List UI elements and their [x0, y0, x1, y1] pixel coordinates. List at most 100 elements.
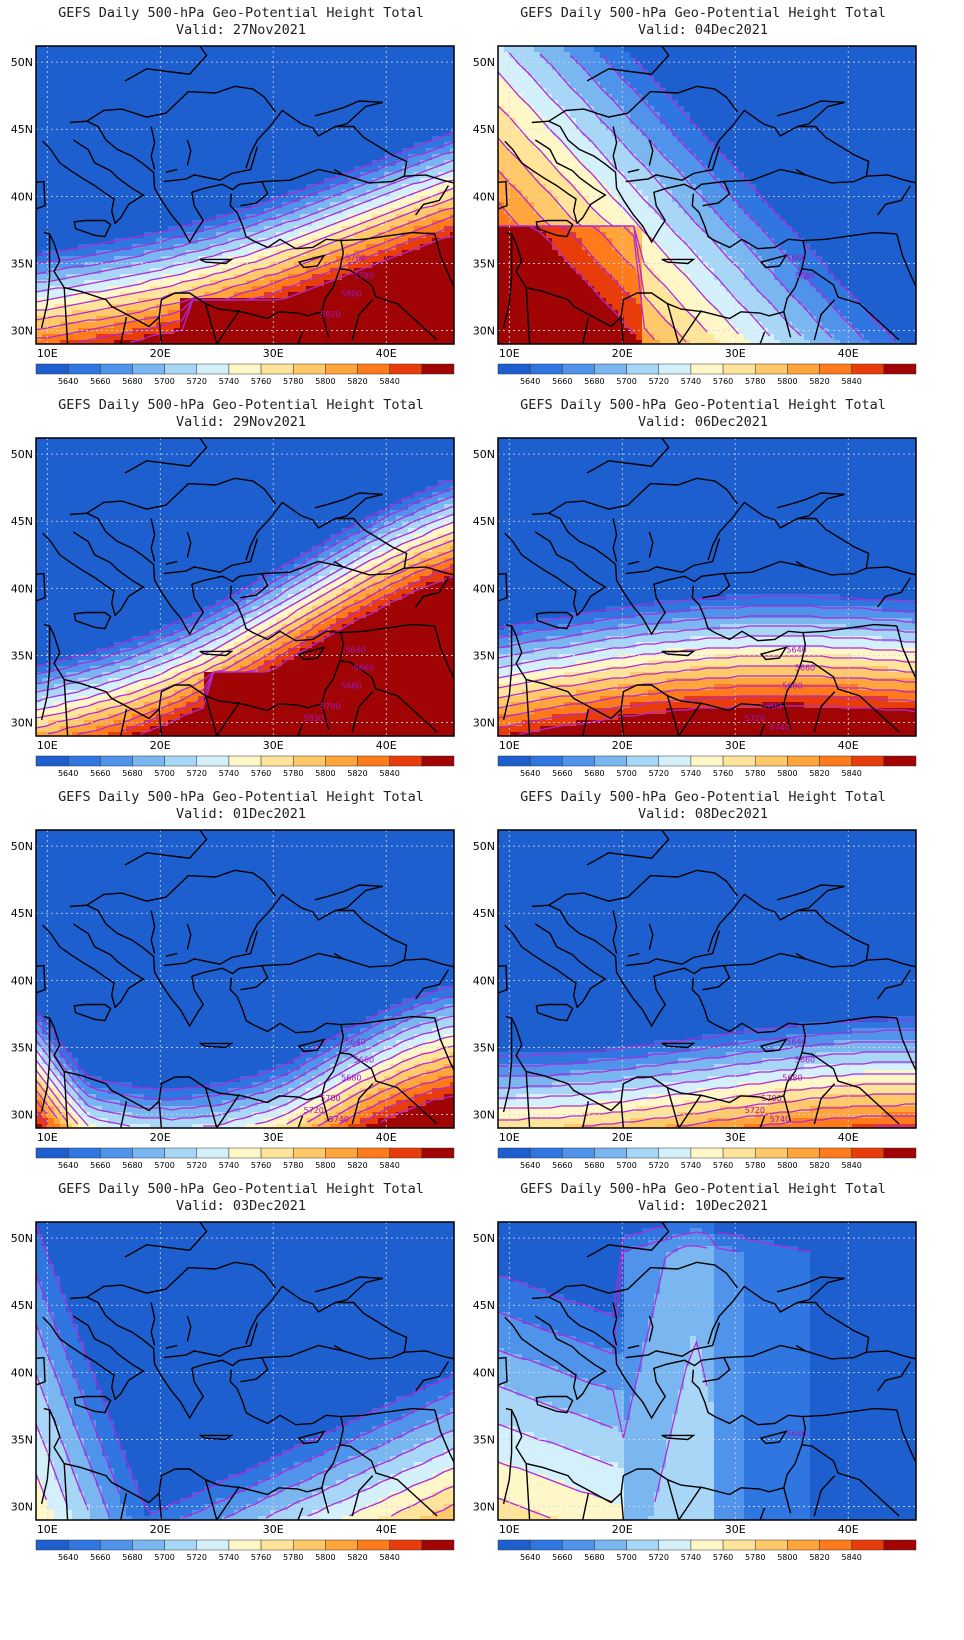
panel-valid-date: Valid: 01Dec2021 — [0, 806, 482, 822]
lat-tick-label: 40N — [473, 1366, 495, 1379]
colorbar-swatch — [67, 1147, 101, 1159]
colorbar-swatch — [562, 1147, 595, 1159]
coastline — [896, 1409, 916, 1463]
colorbar-swatch — [787, 1539, 820, 1551]
coastline — [582, 1101, 590, 1128]
lat-tick-label: 45N — [473, 123, 495, 136]
colorbar-swatch — [35, 755, 69, 767]
contour-label: 5720 — [745, 714, 765, 723]
colorbar-tick-label: 5820 — [347, 377, 367, 386]
colorbar-swatch — [690, 363, 724, 375]
map-svg: 5640 5660 5680 5700 5720 5740 50N 45N 40N 35N 30N 1… — [473, 829, 917, 1170]
coastline — [877, 185, 911, 216]
height-contour — [498, 615, 916, 649]
coastline — [165, 1344, 178, 1349]
coastline — [63, 1463, 69, 1520]
coastline — [801, 1052, 900, 1125]
colorbar-tick-label: 5840 — [380, 769, 400, 778]
coastline — [783, 1487, 792, 1514]
coastline — [69, 893, 408, 1028]
coastline — [321, 1095, 330, 1122]
lon-tick-label: 10E — [499, 1523, 520, 1536]
lon-tick-label: 30E — [725, 1523, 746, 1536]
coastline — [612, 518, 618, 562]
height-contour — [498, 595, 916, 629]
coastline — [340, 1015, 435, 1026]
coastline — [120, 709, 128, 736]
map-frame — [35, 45, 455, 345]
map-svg: 5760 5780 5800 5820 50N 45N 40N 35N 30N 10E 20E 30E… — [11, 45, 455, 386]
colorbar-swatch — [164, 1539, 198, 1551]
coastline — [877, 969, 911, 1000]
lon-tick-label: 40E — [376, 1131, 397, 1144]
colorbar-swatch — [562, 755, 595, 767]
lon-tick-label: 30E — [263, 739, 284, 752]
coastline — [661, 1434, 696, 1441]
height-contour — [36, 1223, 454, 1515]
coastline — [866, 566, 916, 576]
lat-tick-label: 35N — [11, 257, 33, 270]
coastline — [759, 646, 788, 661]
coastline — [165, 168, 178, 173]
colorbar-tick-label: 5720 — [649, 1161, 669, 1170]
colorbar-swatch — [35, 1147, 69, 1159]
contour-label: 5740 — [770, 723, 790, 732]
colorbar-tick-label: 5760 — [251, 1553, 271, 1562]
panel-valid-date: Valid: 06Dec2021 — [462, 414, 944, 430]
coastline — [620, 709, 625, 736]
coastline — [163, 146, 259, 183]
coastline — [759, 1115, 766, 1128]
colorbar-tick-label: 5680 — [584, 1553, 604, 1562]
lat-tick-label: 45N — [473, 515, 495, 528]
coastline — [351, 1475, 374, 1517]
lon-tick-label: 10E — [37, 1131, 58, 1144]
colorbar-swatch — [626, 755, 660, 767]
height-contour — [36, 1085, 454, 1125]
lat-tick-label: 50N — [473, 448, 495, 461]
coastline — [896, 625, 916, 679]
coastline — [434, 233, 454, 287]
coastline — [73, 1003, 112, 1022]
colorbar-tick-label: 5840 — [380, 1161, 400, 1170]
colorbar-swatch — [132, 1539, 165, 1551]
height-contour — [498, 655, 916, 689]
contour-label: 5680 — [782, 1073, 802, 1082]
height-contour — [498, 645, 916, 679]
colorbar-swatch — [626, 363, 660, 375]
height-contour — [498, 665, 916, 699]
colorbar-tick-label: 5800 — [315, 769, 335, 778]
contour-label: 5660 — [795, 1055, 815, 1064]
colorbar-swatch — [851, 1147, 885, 1159]
colorbar-swatch — [529, 755, 563, 767]
coastline — [776, 100, 845, 128]
colorbar-swatch — [196, 363, 230, 375]
coastline — [43, 585, 345, 720]
colorbar-tick-label: 5700 — [154, 377, 174, 386]
colorbar-swatch — [35, 363, 69, 375]
colorbar-tick-label: 5840 — [842, 377, 862, 386]
map-panel: 5640 50N 45N 40N 35N 30N 10E 20E 30E 40E 5640 5660 5… — [462, 1176, 944, 1586]
contour-label: 5640 — [345, 646, 365, 655]
colorbar-swatch — [325, 363, 358, 375]
colorbar-tick-label: 5640 — [58, 769, 78, 778]
coastline — [504, 923, 607, 1009]
colorbar-swatch — [164, 755, 198, 767]
coastline — [896, 233, 916, 287]
coastline — [150, 126, 156, 170]
colorbar-swatch — [562, 1539, 595, 1551]
lat-tick-label: 40N — [11, 190, 33, 203]
coastline — [678, 702, 702, 736]
colorbar-swatch — [132, 363, 165, 375]
coastline — [42, 923, 145, 1009]
coastline — [314, 884, 383, 912]
field-fill: 5640 — [498, 1222, 916, 1520]
colorbar-tick-label: 5700 — [154, 1553, 174, 1562]
colorbar-swatch — [883, 755, 917, 767]
coastline — [297, 1038, 326, 1053]
colorbar-swatch — [196, 1147, 230, 1159]
colorbar-swatch — [754, 1147, 788, 1159]
coastline — [63, 679, 69, 736]
coastline — [63, 287, 69, 344]
